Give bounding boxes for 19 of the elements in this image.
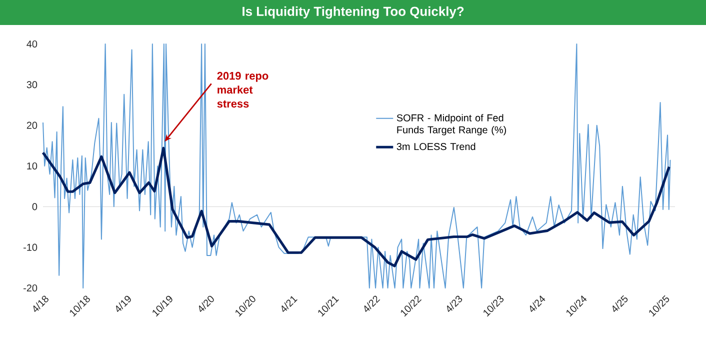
y-tick-label: 30 <box>26 81 38 88</box>
legend-label: 3m LOESS Trend <box>396 142 476 150</box>
line-series <box>42 44 671 288</box>
x-tick-label: 4/19 <box>116 296 131 312</box>
x-tick-label: 4/24 <box>530 296 546 312</box>
annotation: 2019 repo market stress <box>217 72 268 108</box>
y-tick-label: -20 <box>24 284 38 292</box>
y-tick-label: 0 <box>32 203 38 210</box>
chart-title: Is Liquidity Tightening Too Quickly? <box>242 6 464 19</box>
x-tick-label: 4/18 <box>33 296 48 312</box>
y-tick-label: 40 <box>26 40 38 48</box>
x-tick-label: 4/22 <box>364 296 380 312</box>
x-tick-label: 4/20 <box>198 296 214 312</box>
y-tick-label: 10 <box>27 162 38 170</box>
y-tick-label: 20 <box>26 122 38 129</box>
x-tick-label: 4/23 <box>446 296 462 312</box>
y-tick-label: -10 <box>24 244 38 251</box>
legend-label: SOFR - Midpoint of Fed Funds Target Range (%) <box>396 114 506 136</box>
x-tick-label: 4/21 <box>282 296 298 312</box>
